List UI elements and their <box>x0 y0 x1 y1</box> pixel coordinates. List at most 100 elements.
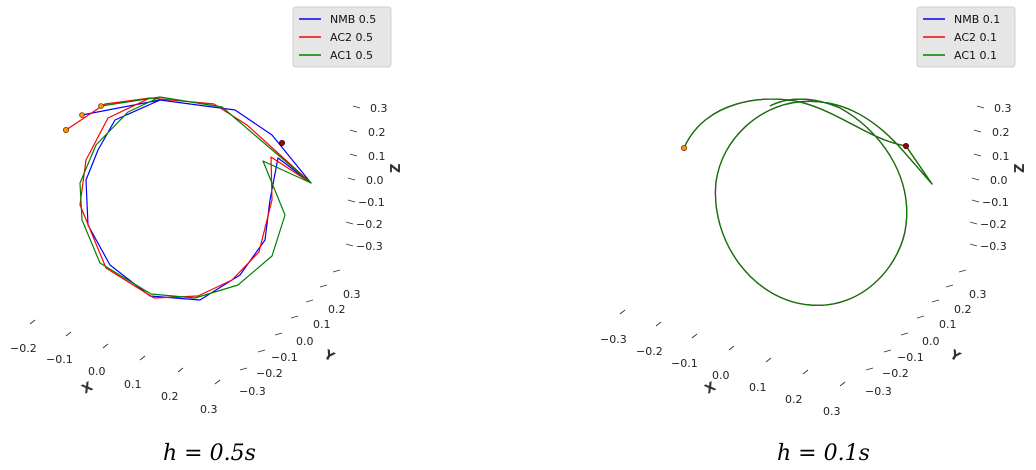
tick-mark <box>349 129 358 133</box>
tick-label: 0.1 <box>368 150 386 163</box>
tick-mark <box>139 355 146 361</box>
y-axis-label: Y <box>320 347 337 365</box>
x-axis-label: X <box>703 379 719 397</box>
tick-mark <box>916 315 925 319</box>
left-x-ticklabels: −0.2 −0.1 0.0 0.1 0.2 0.3 X <box>10 342 218 416</box>
tick-mark <box>971 177 980 181</box>
tick-mark <box>290 315 299 319</box>
tick-label: −0.1 <box>982 196 1009 209</box>
tick-mark <box>347 199 356 203</box>
z-axis-label: Z <box>389 164 404 173</box>
x-axis-label: X <box>80 379 96 397</box>
tick-label: 0.2 <box>785 393 803 406</box>
tick-mark <box>345 221 354 225</box>
right-legend: NMB 0.1 AC2 0.1 AC1 0.1 <box>916 6 1016 68</box>
start-marker <box>98 103 104 109</box>
legend-label: AC2 0.5 <box>330 31 373 44</box>
tick-label: 0.1 <box>992 150 1010 163</box>
left-x-axis <box>29 319 221 385</box>
legend-box <box>292 6 392 68</box>
tick-mark <box>865 367 874 371</box>
series-line <box>65 97 312 299</box>
tick-label: −0.2 <box>882 367 909 380</box>
tick-label: −0.1 <box>271 351 298 364</box>
z-axis-label: Z <box>1013 164 1028 173</box>
tick-label: −0.2 <box>10 342 37 355</box>
tick-label: −0.3 <box>356 240 383 253</box>
tick-label: −0.2 <box>980 218 1007 231</box>
tick-label: −0.3 <box>865 385 892 398</box>
end-marker <box>903 142 910 149</box>
tick-mark <box>973 129 982 133</box>
tick-mark <box>802 369 809 375</box>
tick-mark <box>619 309 626 315</box>
tick-label: −0.3 <box>239 385 266 398</box>
tick-mark <box>345 243 354 247</box>
tick-mark <box>976 105 985 109</box>
tick-label: 0.3 <box>370 102 388 115</box>
tick-mark <box>347 177 356 181</box>
tick-label: 0.1 <box>939 318 957 331</box>
tick-mark <box>257 349 266 353</box>
tick-mark <box>655 321 662 327</box>
tick-mark <box>883 349 892 353</box>
start-marker <box>681 144 688 151</box>
tick-label: 0.1 <box>124 378 142 391</box>
tick-label: 0.3 <box>343 288 361 301</box>
left-y-ticklabels: 0.3 0.2 0.1 0.0 −0.1 −0.2 −0.3 Y <box>239 288 361 398</box>
tick-label: 0.0 <box>712 369 730 382</box>
tick-mark <box>352 105 361 109</box>
tick-mark <box>239 367 248 371</box>
series-line <box>79 96 312 299</box>
tick-label: 0.0 <box>922 335 940 348</box>
tick-mark <box>728 345 735 351</box>
right-trajectories <box>683 98 933 306</box>
tick-mark <box>349 153 358 157</box>
y-axis-label: Y <box>946 347 963 365</box>
left-markers <box>63 103 285 146</box>
legend-label: AC1 0.1 <box>954 49 997 62</box>
left-caption: h = 0.5s <box>163 441 256 466</box>
tick-mark <box>214 379 221 385</box>
tick-label: −0.2 <box>636 345 663 358</box>
right-y-ticklabels: 0.3 0.2 0.1 0.0 −0.1 −0.2 −0.3 Y <box>865 288 987 398</box>
tick-label: 0.2 <box>368 126 386 139</box>
tick-label: 0.1 <box>313 318 331 331</box>
end-marker <box>278 139 285 146</box>
tick-label: 0.0 <box>990 174 1008 187</box>
tick-mark <box>969 221 978 225</box>
series-line <box>683 98 933 306</box>
tick-label: 0.2 <box>954 303 972 316</box>
left-trajectories <box>65 96 312 301</box>
tick-label: −0.1 <box>897 351 924 364</box>
tick-label: 0.3 <box>200 403 218 416</box>
tick-mark <box>102 343 109 349</box>
tick-label: 0.3 <box>994 102 1012 115</box>
legend-label: AC1 0.5 <box>330 49 373 62</box>
tick-label: −0.1 <box>671 357 698 370</box>
right-y-axis <box>865 269 967 371</box>
left-legend: NMB 0.5 AC2 0.5 AC1 0.5 <box>292 6 392 68</box>
series-line <box>683 98 933 306</box>
tick-label: 0.1 <box>749 381 767 394</box>
tick-mark <box>945 284 954 288</box>
tick-mark <box>900 332 909 336</box>
left-y-axis <box>239 269 341 371</box>
left-z-ticklabels: 0.3 0.2 0.1 0.0 −0.1 −0.2 −0.3 Z <box>356 102 404 253</box>
legend-label: AC2 0.1 <box>954 31 997 44</box>
tick-label: 0.3 <box>823 405 841 418</box>
right-z-axis <box>969 105 985 247</box>
tick-label: 0.0 <box>296 335 314 348</box>
tick-mark <box>177 367 184 373</box>
left-z-axis <box>345 105 361 247</box>
right-x-ticklabels: −0.3 −0.2 −0.1 0.0 0.1 0.2 0.3 X <box>600 333 841 418</box>
start-marker <box>63 127 70 134</box>
tick-mark <box>839 381 846 387</box>
legend-label: NMB 0.5 <box>330 13 376 26</box>
start-marker <box>79 112 85 118</box>
tick-label: 0.0 <box>366 174 384 187</box>
tick-mark <box>332 269 341 273</box>
tick-mark <box>319 284 328 288</box>
legend-label: NMB 0.1 <box>954 13 1000 26</box>
